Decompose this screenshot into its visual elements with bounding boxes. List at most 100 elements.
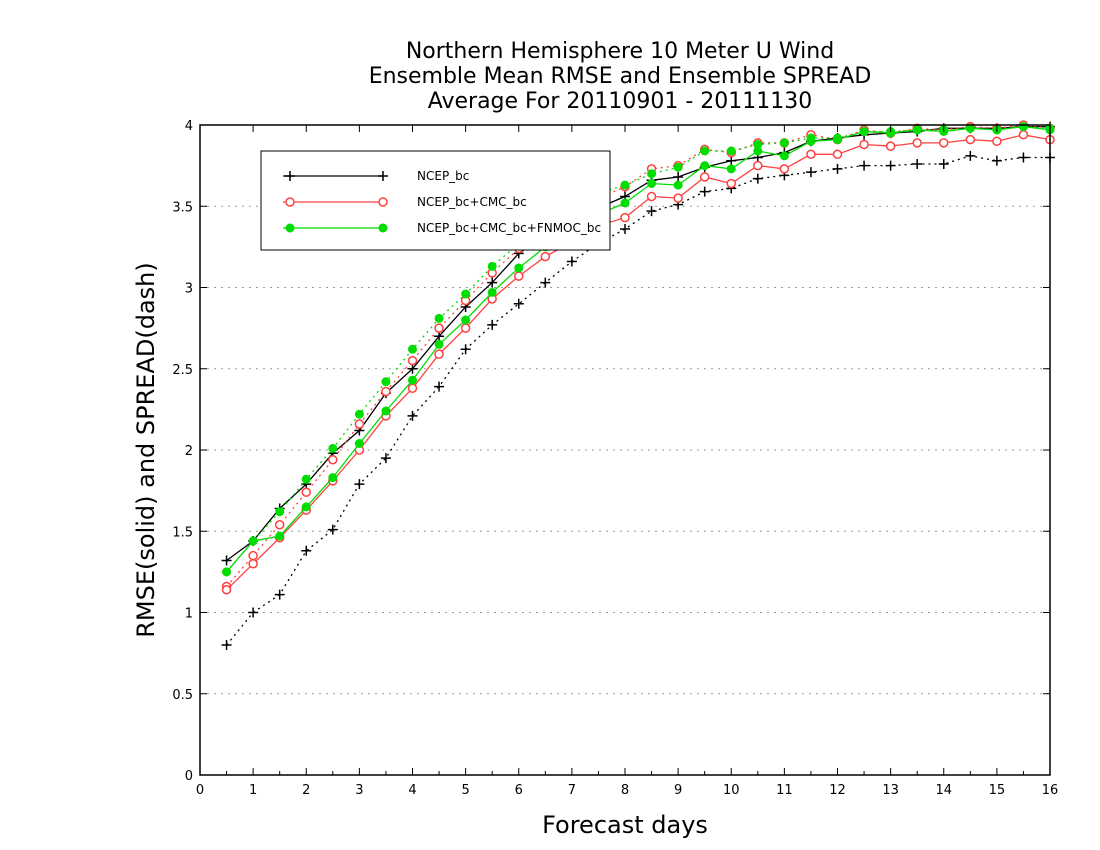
y-tick-label: 1 [185, 607, 193, 622]
data-point-rmse [248, 559, 258, 569]
data-point-rmse [753, 160, 763, 171]
data-point-spread [381, 377, 391, 387]
x-tick-label: 0 [196, 783, 204, 798]
data-point-rmse [859, 139, 869, 150]
data-point-spread [354, 479, 365, 490]
x-tick-label: 9 [674, 783, 682, 798]
x-axis-label: Forecast days [542, 811, 708, 839]
data-point-rmse [487, 277, 498, 288]
data-point-spread [646, 206, 657, 217]
data-point-spread [699, 186, 710, 197]
legend-marker [378, 223, 388, 233]
data-point-rmse [779, 151, 789, 161]
data-point-rmse [832, 149, 843, 159]
data-point-rmse [912, 125, 922, 135]
x-tick-label: 16 [1042, 783, 1059, 798]
data-point-spread [407, 410, 418, 421]
chart-title-line: Northern Hemisphere 10 Meter U Wind [406, 39, 834, 64]
data-point-rmse [673, 180, 683, 190]
data-point-spread [328, 455, 338, 465]
x-tick-label: 8 [621, 783, 629, 798]
data-point-spread [248, 550, 258, 561]
data-point-rmse [939, 138, 949, 148]
data-point-rmse [673, 193, 683, 203]
legend-label: NCEP_bc [417, 169, 469, 183]
grid [200, 205, 1050, 695]
data-point-rmse [221, 585, 232, 595]
legend-marker [285, 223, 295, 233]
data-point-rmse [753, 146, 763, 156]
data-point-rmse [965, 134, 976, 145]
data-point-spread [885, 160, 896, 171]
legend-marker [285, 197, 295, 207]
x-tick-label: 3 [355, 783, 363, 798]
axis-ticks: 0 1 2 3 4 5 6 7 8 9 10 11 12 13 14 15 1600.511.522.533.5… [172, 119, 1058, 798]
data-point-rmse [992, 136, 1002, 146]
y-tick-label: 2 [185, 444, 193, 459]
data-point-spread [938, 159, 949, 169]
x-tick-label: 11 [776, 783, 793, 798]
legend-label: NCEP_bc+CMC_bc+FNMOC_bc [417, 221, 601, 235]
x-tick-label: 12 [829, 783, 846, 798]
data-point-rmse [407, 383, 418, 393]
series-line-spread [226, 155, 1050, 646]
data-point-rmse [487, 287, 497, 297]
data-point-spread [566, 256, 577, 267]
data-point-spread [700, 146, 710, 156]
data-point-rmse [248, 536, 258, 546]
data-point-spread [1018, 152, 1029, 163]
y-axis-label: RMSE(solid) and SPREAD(dash) [132, 262, 160, 638]
data-point-rmse [514, 263, 524, 273]
data-point-rmse [301, 502, 311, 512]
data-point-spread [327, 524, 338, 535]
data-point-spread [513, 298, 524, 309]
data-point-rmse [859, 127, 869, 136]
y-tick-label: 4 [185, 119, 193, 134]
series-line-spread [226, 124, 1051, 587]
chart-title-line: Ensemble Mean RMSE and Ensemble SPREAD [369, 64, 872, 89]
data-point-rmse [1018, 122, 1028, 132]
data-point-spread [673, 162, 683, 172]
series-2 [222, 122, 1055, 577]
data-point-spread [965, 150, 976, 161]
data-point-rmse [275, 531, 285, 541]
data-point-spread [647, 169, 657, 179]
data-point-rmse [726, 164, 736, 174]
data-point-rmse [779, 164, 790, 174]
data-point-spread [434, 313, 444, 323]
legend: NCEP_bc NCEP_bc+CMC_bc NCEP_bc+CMC_bc+FNMO… [260, 150, 611, 251]
y-tick-label: 3 [185, 282, 193, 297]
data-point-rmse [673, 172, 684, 182]
data-point-spread [380, 453, 391, 464]
data-point-rmse [806, 136, 816, 146]
y-tick-label: 1.5 [172, 525, 193, 540]
data-point-rmse [407, 363, 418, 374]
data-point-rmse [434, 349, 444, 359]
data-point-rmse [222, 567, 232, 577]
x-tick-label: 7 [568, 783, 576, 798]
data-point-spread [274, 589, 285, 600]
data-point-spread [461, 289, 471, 299]
data-point-rmse [646, 191, 657, 202]
data-point-spread [487, 319, 498, 330]
data-point-spread [726, 146, 736, 156]
data-point-rmse [1018, 130, 1029, 140]
x-tick-label: 15 [989, 783, 1006, 798]
data-point-spread [620, 180, 630, 190]
data-point-spread [912, 159, 923, 169]
chart-title-line: Average For 20110901 - 20111130 [428, 89, 813, 114]
x-tick-label: 10 [723, 783, 740, 798]
data-point-spread [487, 261, 497, 271]
legend-marker [378, 197, 388, 207]
data-point-spread [301, 487, 311, 497]
data-point-spread [752, 173, 763, 184]
data-point-spread [434, 381, 445, 392]
data-point-spread [460, 344, 471, 355]
data-point-rmse [700, 161, 710, 171]
data-point-rmse [647, 179, 657, 188]
data-point-rmse [726, 178, 736, 189]
legend-marker [285, 171, 295, 181]
data-point-spread [381, 386, 391, 397]
data-point-spread [991, 155, 1002, 166]
